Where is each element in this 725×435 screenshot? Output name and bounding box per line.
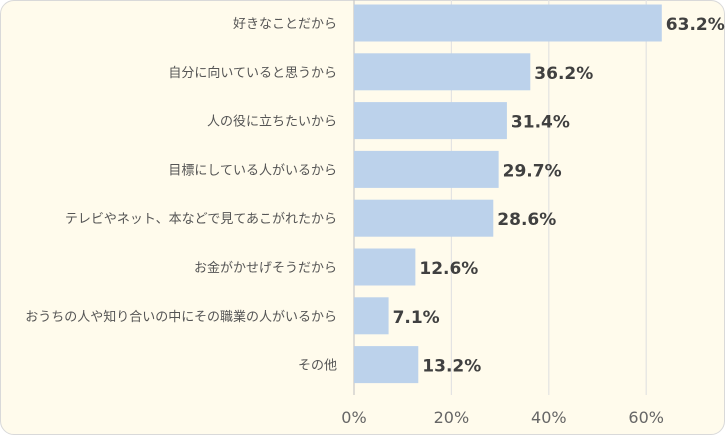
bar	[354, 346, 419, 384]
bar	[354, 4, 662, 42]
x-tick-label: 20%	[434, 408, 470, 427]
data-label: 36.2%	[534, 64, 593, 84]
bar	[354, 248, 416, 286]
bar	[354, 102, 507, 140]
category-labels: 好きなことだから自分に向いていると思うから人の役に立ちたいから目標にしている人が…	[25, 17, 337, 374]
category-label: 人の役に立ちたいから	[207, 115, 337, 130]
bars	[354, 4, 662, 384]
category-label: その他	[298, 359, 337, 374]
category-label: お金がかせげそうだから	[194, 260, 337, 276]
category-label: おうちの人や知り合いの中にその職業の人がいるから	[25, 309, 337, 325]
data-label: 12.6%	[419, 259, 478, 279]
data-label: 31.4%	[511, 113, 570, 133]
category-label: 好きなことだから	[233, 17, 337, 32]
bar	[354, 199, 494, 237]
value-labels: 63.2% 36.2% 31.4% 29.7% 28.6% 12.6% 7.1% 13.2%	[393, 15, 725, 377]
category-label: 自分に向いていると思うから	[168, 65, 337, 81]
x-tick-label: 40%	[531, 408, 567, 427]
data-label: 29.7%	[503, 161, 562, 181]
data-label: 13.2%	[422, 357, 481, 377]
bar	[354, 150, 499, 188]
data-label: 63.2%	[666, 15, 725, 35]
category-label: 目標にしている人がいるから	[168, 163, 337, 178]
x-tick-label: 60%	[628, 408, 664, 427]
x-tick-label: 0%	[341, 408, 366, 427]
bar	[354, 53, 531, 91]
data-label: 28.6%	[497, 210, 556, 230]
data-label: 7.1%	[393, 308, 440, 328]
category-label: テレビやネット、本などで見てあこがれたから	[65, 212, 337, 227]
x-axis-tick-labels: 0% 20% 40% 60%	[341, 408, 664, 427]
bar	[354, 297, 389, 335]
